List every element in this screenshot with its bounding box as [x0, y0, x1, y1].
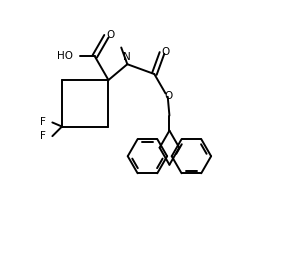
Text: F: F	[40, 131, 45, 141]
Text: N: N	[123, 52, 131, 62]
Text: F: F	[40, 117, 45, 127]
Text: HO: HO	[57, 51, 73, 61]
Text: O: O	[106, 30, 115, 40]
Text: O: O	[161, 46, 170, 57]
Text: O: O	[165, 91, 173, 101]
